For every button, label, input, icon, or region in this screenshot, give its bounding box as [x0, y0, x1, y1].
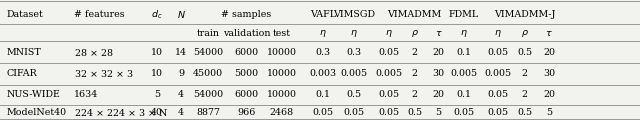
- Text: 0.003: 0.003: [310, 69, 337, 78]
- Text: 0.05: 0.05: [487, 48, 509, 57]
- Text: 1634: 1634: [74, 90, 98, 99]
- Text: 10000: 10000: [267, 69, 296, 78]
- Text: $\eta$: $\eta$: [385, 28, 393, 39]
- Text: 224 $\times$ 224 $\times$ 3 $\times$ N: 224 $\times$ 224 $\times$ 3 $\times$ N: [74, 107, 168, 118]
- Text: 0.005: 0.005: [484, 69, 511, 78]
- Text: VIMSGD: VIMSGD: [333, 10, 375, 19]
- Text: $\tau$: $\tau$: [545, 29, 553, 38]
- Text: 0.5: 0.5: [407, 108, 422, 117]
- Text: $d_c$: $d_c$: [151, 8, 163, 21]
- Text: 0.05: 0.05: [378, 108, 400, 117]
- Text: 6000: 6000: [234, 48, 259, 57]
- Text: 0.05: 0.05: [487, 108, 509, 117]
- Text: 0.05: 0.05: [453, 108, 475, 117]
- Text: 2468: 2468: [269, 108, 294, 117]
- Text: 32 $\times$ 32 $\times$ 3: 32 $\times$ 32 $\times$ 3: [74, 68, 133, 79]
- Text: NUS-WIDE: NUS-WIDE: [6, 90, 60, 99]
- Text: 30: 30: [433, 69, 444, 78]
- Text: 5: 5: [546, 108, 552, 117]
- Text: validation: validation: [223, 29, 270, 38]
- Text: 0.005: 0.005: [376, 69, 403, 78]
- Text: 5000: 5000: [234, 69, 259, 78]
- Text: 0.1: 0.1: [456, 90, 472, 99]
- Text: $\eta$: $\eta$: [350, 28, 358, 39]
- Text: 2: 2: [412, 69, 418, 78]
- Text: 2: 2: [412, 90, 418, 99]
- Text: train: train: [196, 29, 220, 38]
- Text: 10: 10: [151, 48, 163, 57]
- Text: 0.05: 0.05: [312, 108, 334, 117]
- Text: 0.05: 0.05: [343, 108, 365, 117]
- Text: 0.005: 0.005: [340, 69, 367, 78]
- Text: 0.3: 0.3: [346, 48, 362, 57]
- Text: $\eta$: $\eta$: [494, 28, 502, 39]
- Text: 4: 4: [178, 108, 184, 117]
- Text: # features: # features: [74, 10, 124, 19]
- Text: 0.005: 0.005: [451, 69, 477, 78]
- Text: 20: 20: [543, 48, 555, 57]
- Text: test: test: [273, 29, 291, 38]
- Text: 20: 20: [433, 90, 444, 99]
- Text: 54000: 54000: [193, 48, 223, 57]
- Text: 0.3: 0.3: [316, 48, 331, 57]
- Text: VAFL: VAFL: [310, 10, 336, 19]
- Text: $\eta$: $\eta$: [460, 28, 468, 39]
- Text: 30: 30: [543, 69, 555, 78]
- Text: # samples: # samples: [221, 10, 271, 19]
- Text: 2: 2: [522, 90, 528, 99]
- Text: $\eta$: $\eta$: [319, 28, 327, 39]
- Text: 0.05: 0.05: [378, 90, 400, 99]
- Text: 54000: 54000: [193, 90, 223, 99]
- Text: 6000: 6000: [234, 90, 259, 99]
- Text: 10000: 10000: [267, 48, 296, 57]
- Text: 2: 2: [412, 48, 418, 57]
- Text: $\rho$: $\rho$: [411, 28, 419, 39]
- Text: 0.1: 0.1: [316, 90, 331, 99]
- Text: 20: 20: [433, 48, 444, 57]
- Text: VIMADMM-J: VIMADMM-J: [494, 10, 556, 19]
- Text: 4: 4: [178, 90, 184, 99]
- Text: 0.5: 0.5: [517, 108, 532, 117]
- Text: MNIST: MNIST: [6, 48, 41, 57]
- Text: VIMADMM: VIMADMM: [387, 10, 441, 19]
- Text: $\tau$: $\tau$: [435, 29, 442, 38]
- Text: 0.5: 0.5: [517, 48, 532, 57]
- Text: 5: 5: [154, 90, 160, 99]
- Text: 14: 14: [175, 48, 187, 57]
- Text: 8877: 8877: [196, 108, 220, 117]
- Text: 10: 10: [151, 69, 163, 78]
- Text: 9: 9: [178, 69, 184, 78]
- Text: 10000: 10000: [267, 90, 296, 99]
- Text: 28 $\times$ 28: 28 $\times$ 28: [74, 47, 113, 58]
- Text: 0.05: 0.05: [378, 48, 400, 57]
- Text: 20: 20: [543, 90, 555, 99]
- Text: 45000: 45000: [193, 69, 223, 78]
- Text: 5: 5: [435, 108, 442, 117]
- Text: 40: 40: [151, 108, 163, 117]
- Text: CIFAR: CIFAR: [6, 69, 37, 78]
- Text: $N$: $N$: [177, 9, 186, 20]
- Text: FDML: FDML: [449, 10, 479, 19]
- Text: 0.1: 0.1: [456, 48, 472, 57]
- Text: 2: 2: [522, 69, 528, 78]
- Text: $\rho$: $\rho$: [521, 28, 529, 39]
- Text: Dataset: Dataset: [6, 10, 43, 19]
- Text: 0.5: 0.5: [346, 90, 362, 99]
- Text: 966: 966: [237, 108, 255, 117]
- Text: ModelNet40: ModelNet40: [6, 108, 67, 117]
- Text: 0.05: 0.05: [487, 90, 509, 99]
